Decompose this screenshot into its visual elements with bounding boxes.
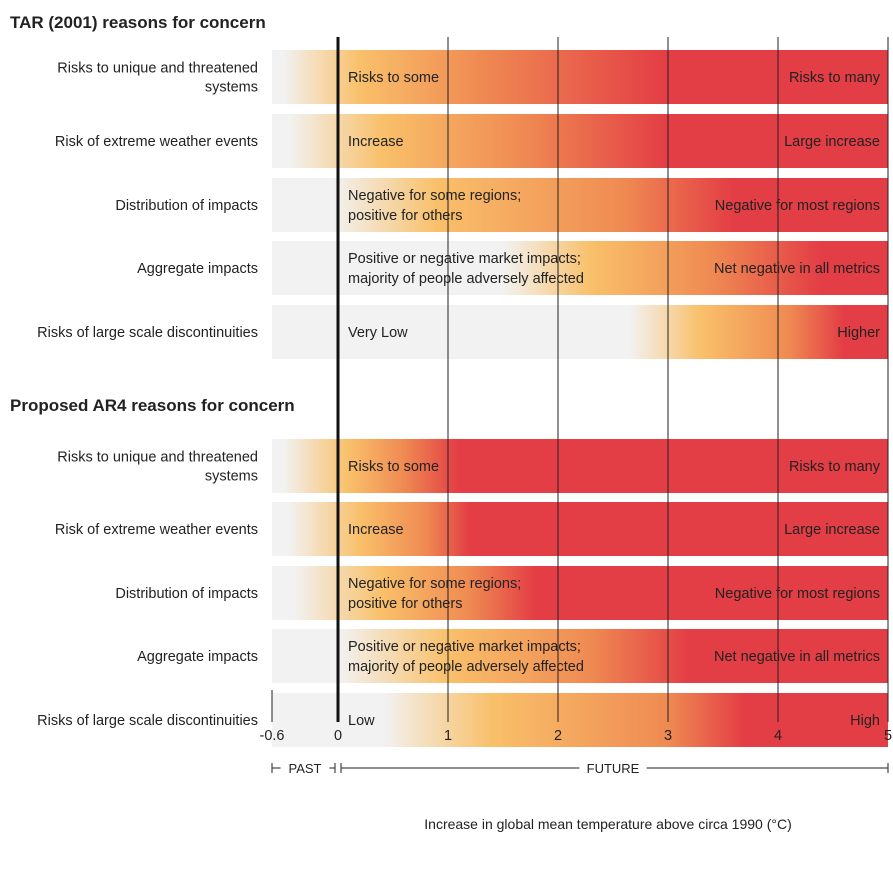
low-risk-label: positive for others — [348, 596, 462, 612]
row-label: Distribution of impacts — [115, 198, 258, 214]
risk-bar — [272, 566, 888, 620]
row-label: Risk of extreme weather events — [55, 134, 258, 150]
risk-bar — [272, 629, 888, 683]
high-risk-label: Risks to many — [789, 70, 881, 86]
period-label: FUTURE — [587, 761, 640, 776]
high-risk-label: Large increase — [784, 522, 880, 538]
x-tick-label: 1 — [444, 728, 452, 744]
high-risk-label: Net negative in all metrics — [714, 261, 880, 277]
row-label: Risks of large scale discontinuities — [37, 325, 258, 341]
period-bracket — [271, 763, 336, 773]
row-label: Distribution of impacts — [115, 586, 258, 602]
grid-layer — [271, 37, 889, 722]
row-label: systems — [205, 469, 258, 485]
low-risk-label: Negative for some regions; — [348, 576, 521, 592]
risk-bar — [272, 178, 888, 232]
high-risk-label: Net negative in all metrics — [714, 649, 880, 665]
low-risk-label: Risks to some — [348, 70, 439, 86]
risk-bar — [272, 114, 888, 168]
high-risk-label: Negative for most regions — [715, 586, 880, 602]
row-label: Aggregate impacts — [137, 649, 258, 665]
x-tick-label: 3 — [664, 728, 672, 744]
high-risk-label: Higher — [837, 325, 880, 341]
low-risk-label: Very Low — [348, 325, 408, 341]
row-label: systems — [205, 80, 258, 96]
low-risk-label: Positive or negative market impacts; — [348, 639, 581, 655]
high-risk-label: Risks to many — [789, 459, 881, 475]
period-bracket — [340, 763, 889, 773]
risk-bar — [272, 502, 888, 556]
bars-layer — [272, 50, 888, 747]
risk-bar — [272, 305, 888, 359]
risk-bar — [272, 693, 888, 747]
x-tick-label: 0 — [334, 728, 342, 744]
risk-bar — [272, 439, 888, 493]
x-tick-label: -0.6 — [260, 728, 285, 744]
row-label: Risks to unique and threatened — [57, 450, 258, 466]
low-risk-label: positive for others — [348, 208, 462, 224]
high-risk-label: Large increase — [784, 134, 880, 150]
x-tick-label: 2 — [554, 728, 562, 744]
row-label: Risks of large scale discontinuities — [37, 713, 258, 729]
low-risk-label: Risks to some — [348, 459, 439, 475]
row-label: Aggregate impacts — [137, 261, 258, 277]
row-label: Risk of extreme weather events — [55, 522, 258, 538]
low-risk-label: majority of people adversely affected — [348, 659, 584, 675]
risk-bar — [272, 50, 888, 104]
low-risk-label: Low — [348, 713, 375, 729]
section-title: Proposed AR4 reasons for concern — [10, 396, 295, 415]
low-risk-label: Increase — [348, 522, 404, 538]
section-title: TAR (2001) reasons for concern — [10, 13, 266, 32]
x-tick-label: 5 — [884, 728, 892, 744]
low-risk-label: Positive or negative market impacts; — [348, 251, 581, 267]
low-risk-label: majority of people adversely affected — [348, 271, 584, 287]
low-risk-label: Negative for some regions; — [348, 188, 521, 204]
row-label: Risks to unique and threatened — [57, 61, 258, 77]
x-tick-label: 4 — [774, 728, 782, 744]
x-axis-title: Increase in global mean temperature abov… — [424, 816, 791, 832]
risk-bar — [272, 241, 888, 295]
high-risk-label: Negative for most regions — [715, 198, 880, 214]
text-layer: TAR (2001) reasons for concern Risks to u… — [10, 13, 881, 729]
period-label: PAST — [289, 761, 322, 776]
axis-layer: -0.6 0 1 2 3 4 5 PAST FUTURE Increase in global m… — [260, 728, 893, 832]
high-risk-label: High — [850, 713, 880, 729]
low-risk-label: Increase — [348, 134, 404, 150]
